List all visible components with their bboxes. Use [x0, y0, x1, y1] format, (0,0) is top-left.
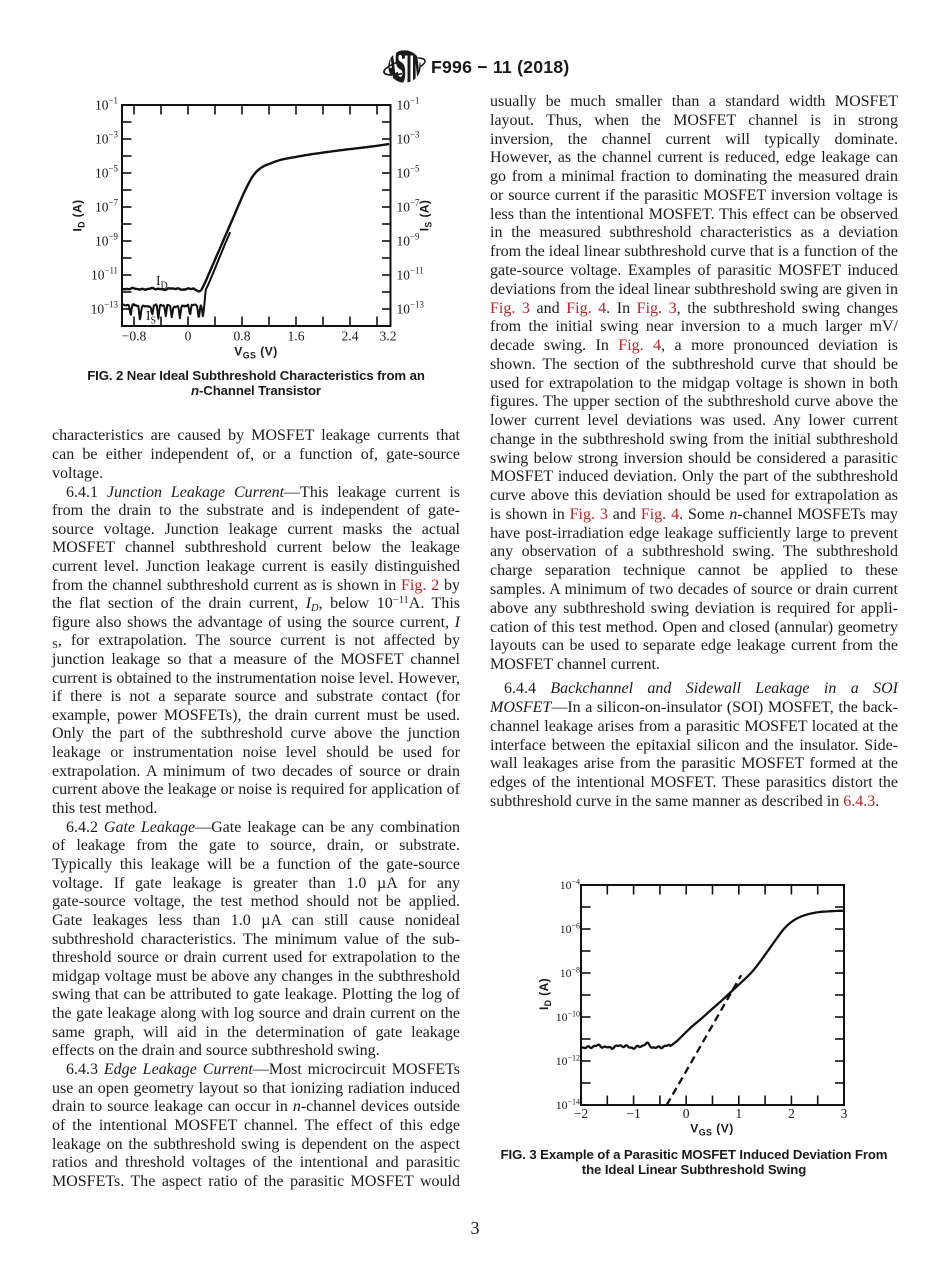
svg-text:−1: −1	[626, 1106, 640, 1121]
svg-text:1: 1	[735, 1106, 742, 1121]
svg-text:ID (A): ID (A)	[537, 978, 553, 1010]
svg-text:0: 0	[185, 329, 192, 344]
svg-text:2.4: 2.4	[342, 329, 359, 344]
svg-text:0.8: 0.8	[234, 329, 251, 344]
svg-text:10−4: 10−4	[560, 877, 580, 892]
svg-text:ID (A): ID (A)	[71, 199, 87, 231]
svg-text:3.2: 3.2	[380, 329, 397, 344]
svg-text:VGS (V): VGS (V)	[690, 1122, 734, 1138]
svg-text:3: 3	[841, 1106, 848, 1121]
svg-text:ASTM: ASTM	[385, 46, 425, 88]
svg-text:0: 0	[683, 1106, 690, 1121]
svg-text:10−12: 10−12	[556, 1053, 580, 1068]
svg-text:−0.8: −0.8	[122, 329, 147, 344]
svg-text:−2: −2	[574, 1106, 589, 1121]
svg-text:IS: IS	[146, 308, 156, 326]
svg-text:10−10: 10−10	[556, 1009, 580, 1024]
svg-text:ID: ID	[156, 273, 168, 291]
svg-text:10−6: 10−6	[560, 921, 580, 936]
svg-text:1.6: 1.6	[288, 329, 305, 344]
svg-text:10−8: 10−8	[560, 965, 580, 980]
svg-text:2: 2	[788, 1106, 795, 1121]
